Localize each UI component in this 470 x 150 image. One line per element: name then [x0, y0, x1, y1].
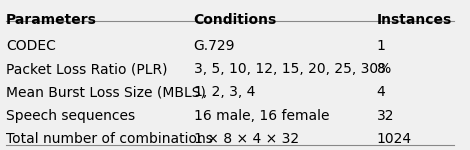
Text: 1024: 1024 [376, 132, 412, 146]
Text: 1: 1 [376, 39, 385, 53]
Text: Speech sequences: Speech sequences [6, 108, 135, 123]
Text: 8: 8 [376, 62, 385, 76]
Text: CODEC: CODEC [6, 39, 56, 53]
Text: 1 × 8 × 4 × 32: 1 × 8 × 4 × 32 [194, 132, 298, 146]
Text: G.729: G.729 [194, 39, 235, 53]
Text: 32: 32 [376, 108, 394, 123]
Text: Instances: Instances [376, 13, 452, 27]
Text: Mean Burst Loss Size (MBLS): Mean Burst Loss Size (MBLS) [6, 85, 206, 99]
Text: 16 male, 16 female: 16 male, 16 female [194, 108, 329, 123]
Text: 1, 2, 3, 4: 1, 2, 3, 4 [194, 85, 255, 99]
Text: Total number of combinations: Total number of combinations [6, 132, 213, 146]
Text: 3, 5, 10, 12, 15, 20, 25, 30%: 3, 5, 10, 12, 15, 20, 25, 30% [194, 62, 391, 76]
Text: Parameters: Parameters [6, 13, 97, 27]
Text: Conditions: Conditions [194, 13, 277, 27]
Text: 4: 4 [376, 85, 385, 99]
Text: Packet Loss Ratio (PLR): Packet Loss Ratio (PLR) [6, 62, 167, 76]
